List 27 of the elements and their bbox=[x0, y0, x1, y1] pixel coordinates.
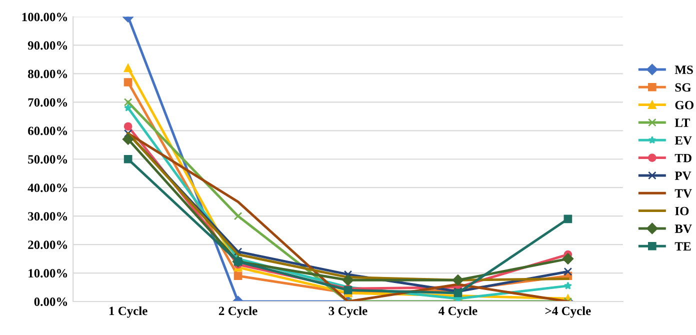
y-tick-label: 60.00% bbox=[28, 126, 68, 136]
x-tick-label: 1 Cycle bbox=[109, 306, 148, 318]
y-tick-label: 50.00% bbox=[28, 155, 68, 164]
legend-label: TE bbox=[674, 242, 691, 250]
y-tick-label: 10.00% bbox=[28, 269, 68, 278]
y-tick-label: 100.00% bbox=[22, 12, 68, 22]
y-tick-label: 70.00% bbox=[28, 98, 68, 107]
legend-label: GO bbox=[675, 100, 694, 110]
y-tick-label: 20.00% bbox=[28, 240, 68, 250]
y-tick-label: 90.00% bbox=[28, 41, 68, 50]
legend-label: SG bbox=[675, 83, 691, 92]
x-tick-label: 2 Cycle bbox=[218, 306, 258, 318]
legend-label: TD bbox=[674, 154, 692, 162]
legend-label: BV bbox=[674, 224, 692, 234]
x-tick-label: 3 Cycle bbox=[328, 306, 368, 318]
y-tick-label: 30.00% bbox=[28, 212, 68, 221]
y-tick-label: 80.00% bbox=[28, 70, 68, 78]
x-tick-label: 4 Cycle bbox=[438, 306, 478, 318]
legend-label: LT bbox=[674, 118, 690, 127]
legend-label: IO bbox=[675, 206, 689, 216]
legend-label: MS bbox=[674, 66, 693, 74]
legend-label: EV bbox=[674, 136, 692, 145]
y-tick-label: 0.00% bbox=[34, 298, 68, 306]
legend-label: PV bbox=[674, 172, 692, 180]
legend-label: TV bbox=[674, 189, 692, 198]
y-tick-label: 40.00% bbox=[28, 184, 68, 192]
x-tick-label: >4 Cycle bbox=[545, 306, 591, 318]
